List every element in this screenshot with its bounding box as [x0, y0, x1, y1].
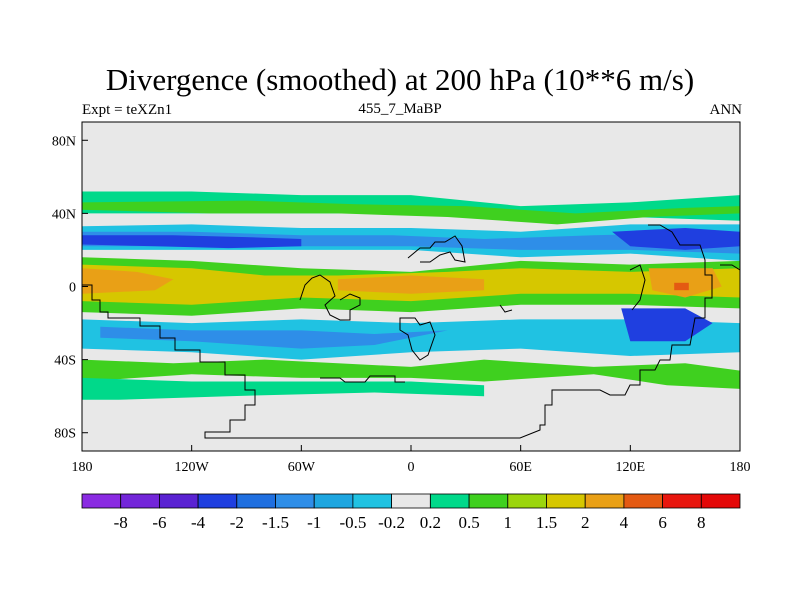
colorbar-swatch — [236, 493, 276, 509]
chart-title: Divergence (smoothed) at 200 hPa (10**6 … — [105, 62, 695, 97]
south-cyan-band — [82, 319, 740, 360]
colorbar-label: -0.2 — [378, 513, 405, 532]
colorbar-swatch — [391, 493, 431, 509]
colorbar-label: -8 — [114, 513, 128, 532]
y-tick-label: 80N — [52, 134, 76, 149]
coastline — [629, 264, 646, 311]
x-tick-label: 60E — [509, 460, 532, 475]
colorbar-swatch — [468, 493, 509, 509]
y-tick-label: 80S — [54, 427, 76, 442]
colorbar-swatch — [662, 493, 702, 509]
tropical-orange-mid — [337, 275, 485, 294]
colorbar-label: -2 — [230, 513, 244, 532]
north-lightgreen-band — [82, 200, 740, 225]
south-green-band — [82, 359, 740, 389]
south-deep-blue — [621, 308, 713, 342]
x-tick-label: 0 — [408, 460, 415, 475]
colorbar-label: 0.5 — [458, 513, 479, 532]
y-tick-label: 0 — [69, 281, 76, 296]
experiment-label: Expt = teXZn1 — [82, 102, 173, 118]
coastline — [320, 375, 405, 383]
x-tick-label: 180 — [72, 460, 93, 475]
colorbar-label: 1 — [504, 513, 513, 532]
colorbar-label: 4 — [620, 513, 629, 532]
colorbar-label: 1.5 — [536, 513, 557, 532]
coastline-group — [82, 224, 740, 439]
colorbar-label: 0.2 — [420, 513, 441, 532]
coastline — [299, 274, 361, 321]
x-tick-label: 120W — [175, 460, 210, 475]
colorbar-swatch — [507, 493, 547, 509]
contour-fill-group — [82, 191, 740, 400]
colorbar-swatch — [197, 493, 238, 509]
subtropical-blue — [82, 235, 302, 249]
colorbar-swatch — [546, 493, 586, 509]
x-tick-label: 60W — [288, 460, 316, 475]
coastline — [407, 235, 466, 263]
colorbar-swatch — [584, 493, 625, 509]
colorbar-swatch — [429, 493, 470, 509]
colorbar-swatch — [81, 493, 122, 509]
tropical-orange-west — [82, 268, 174, 294]
colorbar-swatch — [120, 493, 160, 509]
x-axis: 180 120W 60W 0 60E 120E 180 — [72, 445, 751, 475]
colorbar: -8 -6 -4 -2 -1.5 -1 -0.5 -0.2 0.2 0.5 1 1.5 2 4 6 8 — [81, 493, 741, 532]
coastline — [82, 224, 713, 439]
colorbar-label: 2 — [581, 513, 590, 532]
case-label: 455_7_MaBP — [358, 101, 442, 117]
colorbar-label: -1 — [307, 513, 321, 532]
colorbar-swatch — [700, 493, 741, 509]
x-tick-label: 120E — [616, 460, 646, 475]
y-tick-label: 40N — [52, 207, 76, 222]
colorbar-label: 8 — [697, 513, 706, 532]
colorbar-label: -0.5 — [339, 513, 366, 532]
season-label: ANN — [709, 102, 743, 118]
coastline — [720, 264, 740, 271]
tropical-red-east — [674, 282, 689, 291]
south-lightgreen — [82, 377, 485, 400]
colorbar-label: -1.5 — [262, 513, 289, 532]
colorbar-swatch — [275, 493, 315, 509]
colorbar-swatch — [158, 493, 199, 509]
colorbar-label: -4 — [191, 513, 206, 532]
colorbar-swatch — [313, 493, 354, 509]
colorbar-label: -6 — [152, 513, 166, 532]
south-blue-band — [100, 326, 448, 349]
coastline — [499, 304, 513, 313]
coastline — [399, 317, 436, 361]
y-tick-label: 40S — [54, 354, 76, 369]
colorbar-swatch — [623, 493, 664, 509]
colorbar-label: 6 — [658, 513, 667, 532]
colorbar-swatch — [352, 493, 392, 509]
y-axis: 80N 40N 0 40S 80S — [52, 134, 88, 442]
x-tick-label: 180 — [730, 460, 751, 475]
